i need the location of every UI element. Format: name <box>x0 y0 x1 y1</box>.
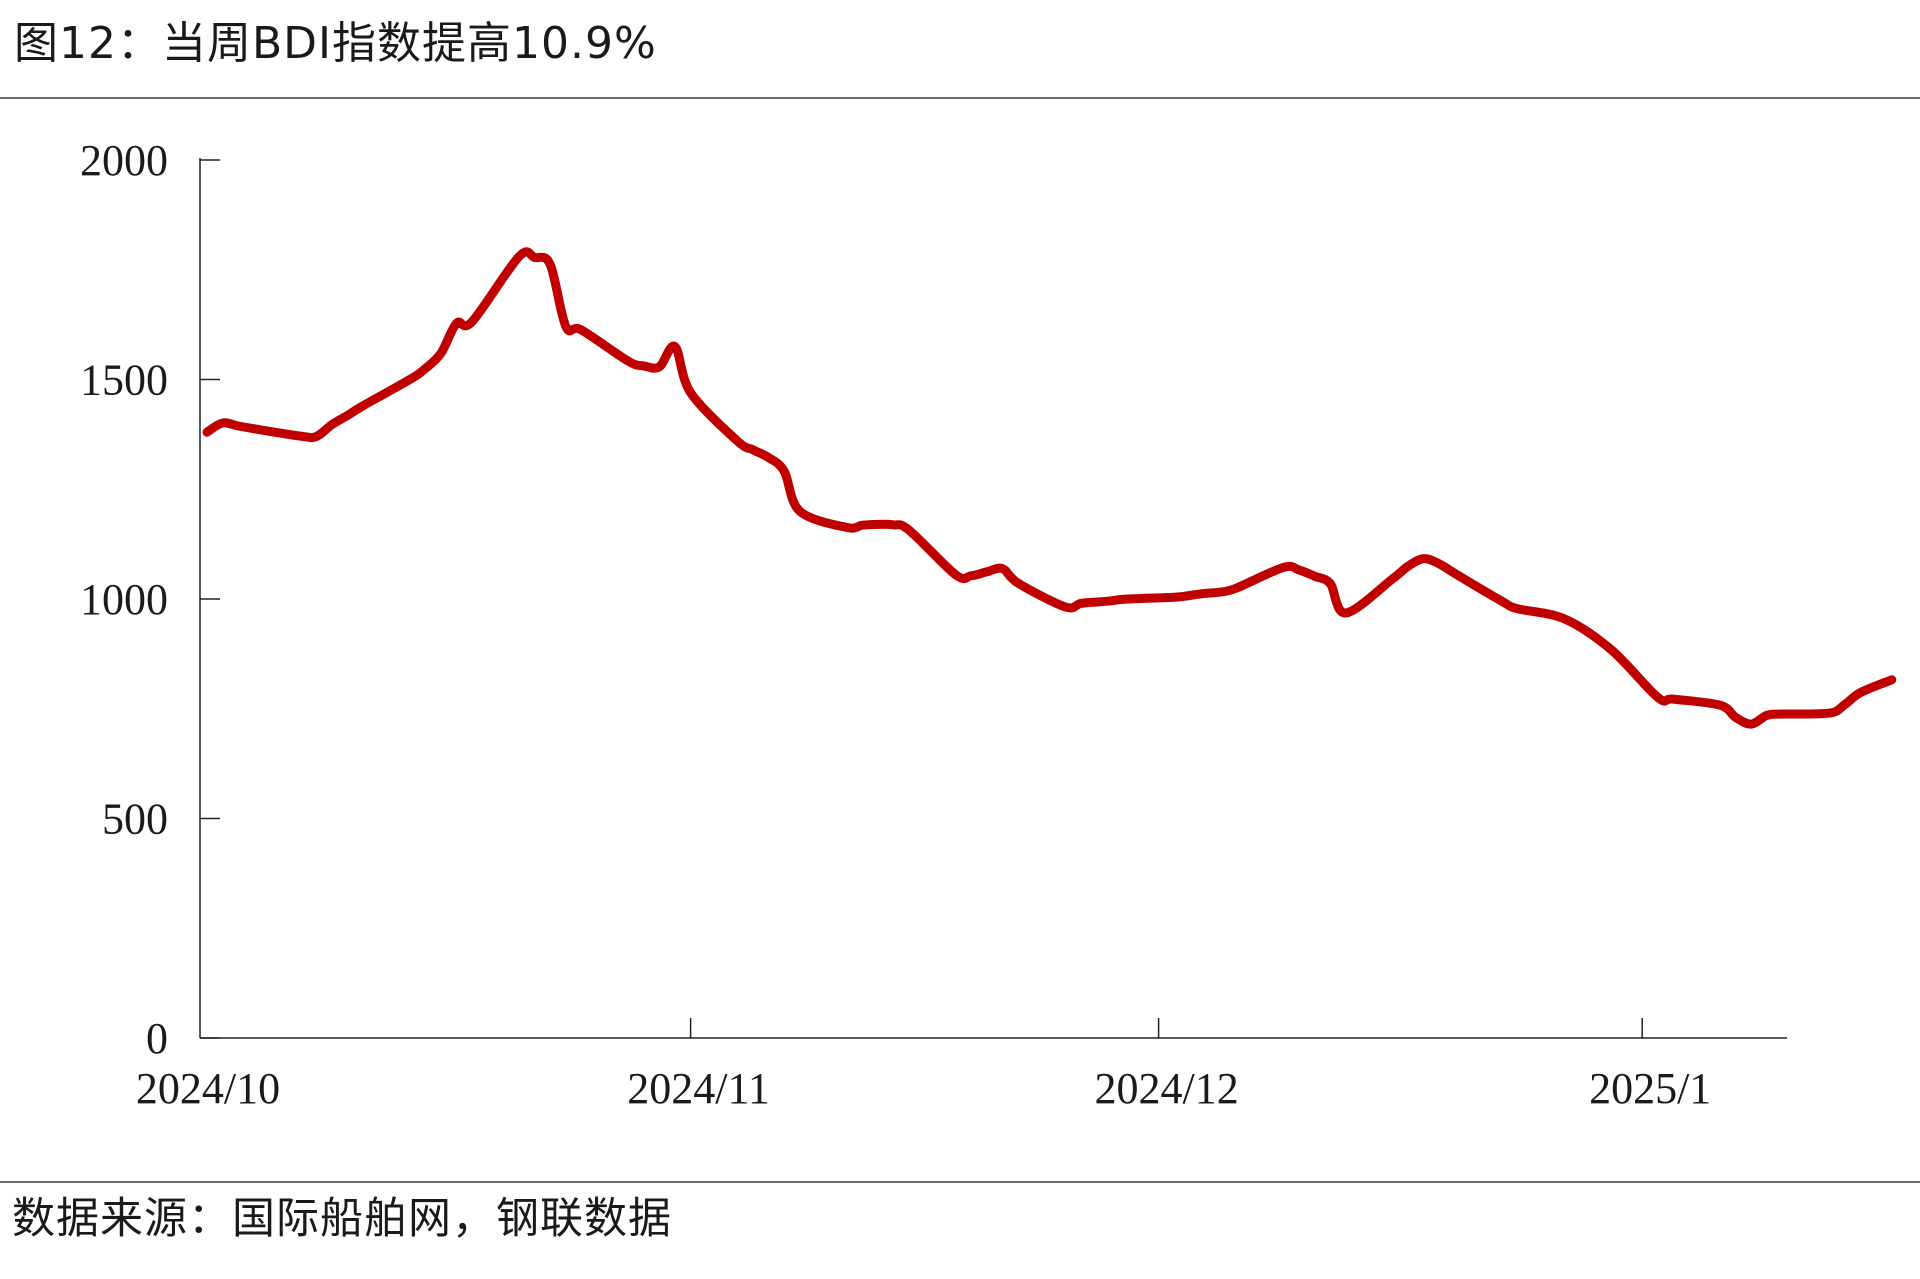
bdi-series-line <box>202 247 1897 729</box>
y-tick-label: 2000 <box>80 136 168 185</box>
chart-axes: 0 500 1000 1500 2000 2024/10 2024/11 2024/12 202… <box>80 136 1787 1113</box>
bottom-rule <box>0 1181 1920 1183</box>
x-tick-label: 2024/11 <box>627 1064 770 1113</box>
chart-plot-area <box>202 247 1897 729</box>
y-tick-label: 1000 <box>80 575 168 624</box>
top-rule <box>0 97 1920 99</box>
data-source-note: 数据来源：国际船舶网，钢联数据 <box>12 1194 672 1244</box>
bdi-line-chart: 0 500 1000 1500 2000 2024/10 2024/11 2024/12 202… <box>80 136 1897 1113</box>
y-tick-label: 500 <box>102 795 168 844</box>
y-tick-label: 0 <box>146 1014 168 1063</box>
x-tick-label: 2024/12 <box>1094 1064 1238 1113</box>
y-tick-label: 1500 <box>80 356 168 405</box>
x-tick-label: 2025/1 <box>1589 1064 1711 1113</box>
x-tick-label: 2024/10 <box>136 1064 280 1113</box>
chart-title: 图12：当周BDI指数提高10.9% <box>14 18 657 69</box>
